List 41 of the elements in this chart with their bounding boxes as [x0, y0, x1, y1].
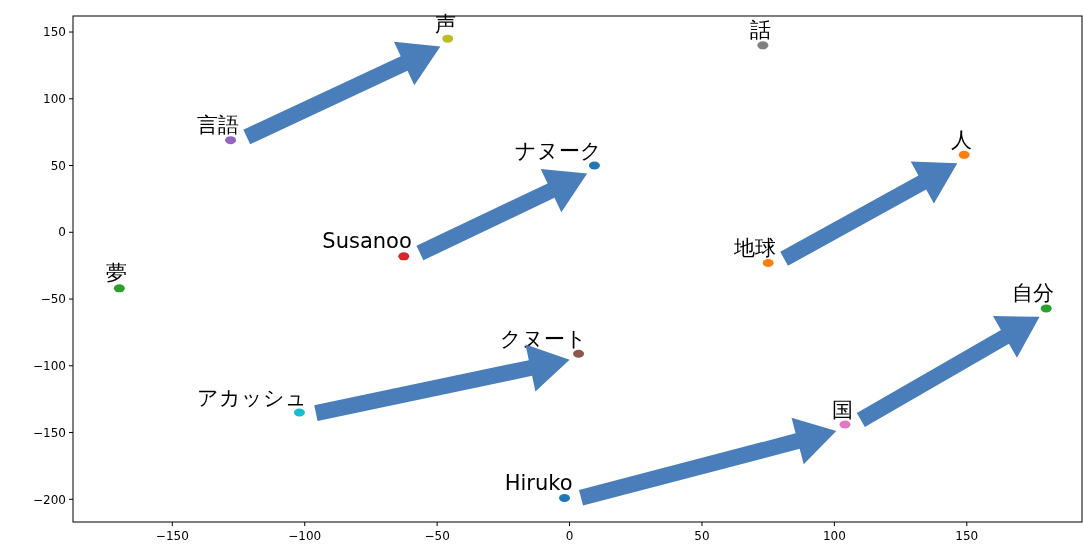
- point: [559, 493, 571, 502]
- y-tick-label: 150: [43, 25, 66, 40]
- series-label: 地球: [733, 235, 777, 260]
- y-tick-label: 0: [58, 225, 66, 240]
- series-label: 自分: [1012, 281, 1055, 306]
- point: [442, 34, 454, 43]
- y-tick-label: −100: [33, 358, 66, 373]
- y-tick-label: −150: [33, 425, 66, 440]
- x-tick-label: 50: [694, 529, 710, 543]
- series-label: 人: [951, 127, 973, 152]
- point: [762, 258, 774, 267]
- point: [293, 408, 305, 417]
- x-tick-label: 0: [565, 529, 574, 543]
- series-label: 話: [749, 18, 771, 43]
- series-label: アカッシュ: [197, 385, 308, 410]
- y-tick-label: 100: [43, 91, 66, 106]
- x-tick-label: 100: [822, 529, 846, 543]
- point: [958, 150, 970, 159]
- series-label: 国: [831, 397, 853, 422]
- x-tick-label: −150: [155, 529, 189, 543]
- x-tick-label: −50: [424, 529, 450, 543]
- x-tick-label: −100: [288, 529, 322, 543]
- y-tick-label: −50: [40, 292, 66, 307]
- point: [588, 161, 600, 170]
- series-label: 夢: [106, 261, 128, 286]
- series-label: Susanoo: [322, 229, 412, 254]
- x-tick-label: 150: [955, 529, 979, 543]
- series-label: 声: [434, 11, 456, 36]
- point: [398, 252, 410, 261]
- point: [1040, 304, 1052, 313]
- y-tick-label: −200: [33, 492, 66, 507]
- series-label: Hiruko: [504, 470, 573, 495]
- point: [839, 420, 851, 429]
- point: [573, 349, 585, 358]
- series-label: クヌート: [499, 326, 587, 351]
- series-label: 言語: [196, 113, 239, 138]
- series-label: ナヌーク: [515, 138, 603, 163]
- point: [757, 41, 769, 50]
- point: [113, 284, 125, 293]
- y-tick-label: 50: [50, 158, 66, 173]
- point: [225, 136, 237, 145]
